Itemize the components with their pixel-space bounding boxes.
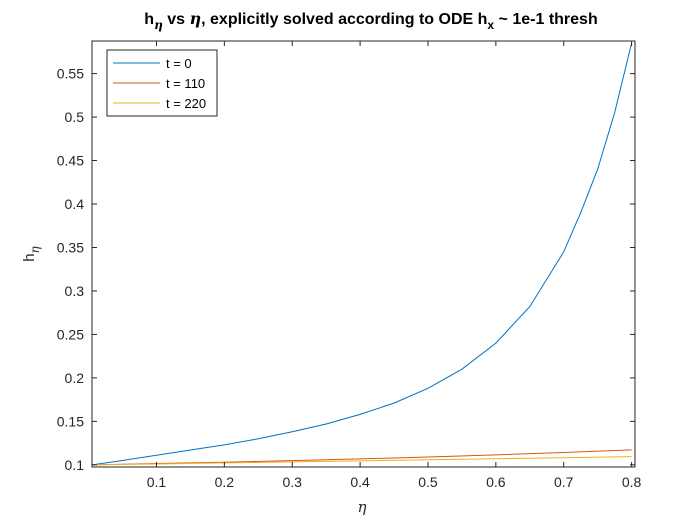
legend-label-2: t = 110 bbox=[166, 76, 205, 91]
series-line-1 bbox=[91, 43, 633, 466]
legend-entries: t = 0 t = 110 t = 220 bbox=[113, 56, 206, 111]
y-tick-label: 0.45 bbox=[57, 153, 84, 169]
chart-title: hη vs η, explicitly solved according to … bbox=[144, 9, 597, 32]
y-tick-label: 0.3 bbox=[65, 283, 85, 299]
y-tick-label: 0.15 bbox=[57, 413, 84, 429]
y-axis-label: hη bbox=[21, 245, 42, 261]
x-tick-label: 0.3 bbox=[282, 474, 302, 490]
axes-box bbox=[91, 40, 636, 468]
series-line-3 bbox=[91, 456, 632, 466]
legend-label-1: t = 0 bbox=[166, 56, 192, 71]
tick-layer: 0.1 0.2 0.3 0.4 0.5 0.6 0.7 0.8 0.1 0.15 0.2 0.25 0.… bbox=[57, 41, 642, 490]
y-tick-label: 0.55 bbox=[57, 66, 84, 82]
y-tick-label: 0.1 bbox=[65, 457, 85, 473]
x-axis-label: η bbox=[358, 498, 367, 516]
x-tick-label: 0.8 bbox=[622, 474, 642, 490]
y-tick-label: 0.35 bbox=[57, 239, 84, 255]
x-tick-label: 0.5 bbox=[418, 474, 438, 490]
x-tick-label: 0.4 bbox=[350, 474, 370, 490]
y-tick-label: 0.25 bbox=[57, 326, 84, 342]
y-tick-label: 0.2 bbox=[65, 370, 85, 386]
y-tick-label: 0.5 bbox=[65, 109, 85, 125]
legend: t = 0 t = 110 t = 220 bbox=[106, 49, 218, 117]
legend-label-3: t = 220 bbox=[166, 96, 206, 111]
x-tick-label: 0.2 bbox=[215, 474, 235, 490]
y-tick-label: 0.4 bbox=[65, 196, 85, 212]
x-tick-label: 0.1 bbox=[147, 474, 167, 490]
x-tick-label: 0.6 bbox=[486, 474, 506, 490]
series-layer bbox=[91, 43, 633, 466]
x-tick-label: 0.7 bbox=[554, 474, 574, 490]
series-line-2 bbox=[91, 449, 632, 466]
